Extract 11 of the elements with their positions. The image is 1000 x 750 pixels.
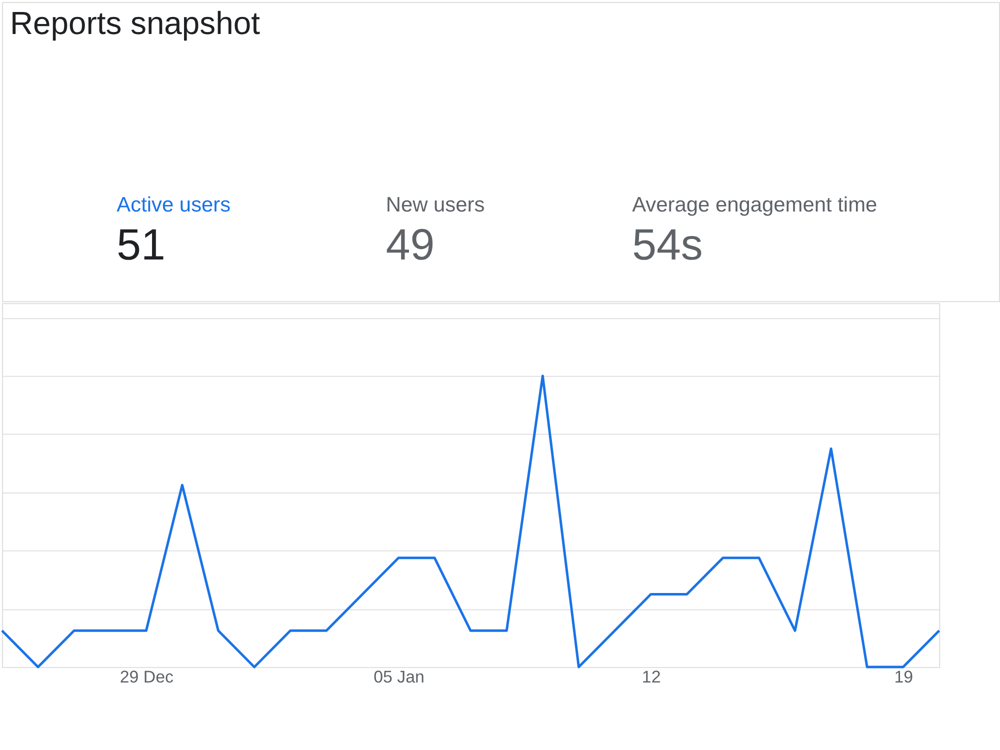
text: Average engagement time <box>632 193 878 216</box>
text: 54s <box>632 220 703 270</box>
text: 49 <box>386 220 435 270</box>
text: Active users <box>116 193 231 216</box>
text: 51 <box>116 220 166 270</box>
x-tick-label: 12 <box>642 667 661 686</box>
x-tick-label: 19 <box>894 667 914 686</box>
chart-title: Reports snapshot <box>10 4 260 41</box>
x-tick-label: 29 Dec <box>120 667 174 686</box>
text: New users <box>386 193 485 216</box>
x-tick-label: 05 Jan <box>374 667 424 686</box>
